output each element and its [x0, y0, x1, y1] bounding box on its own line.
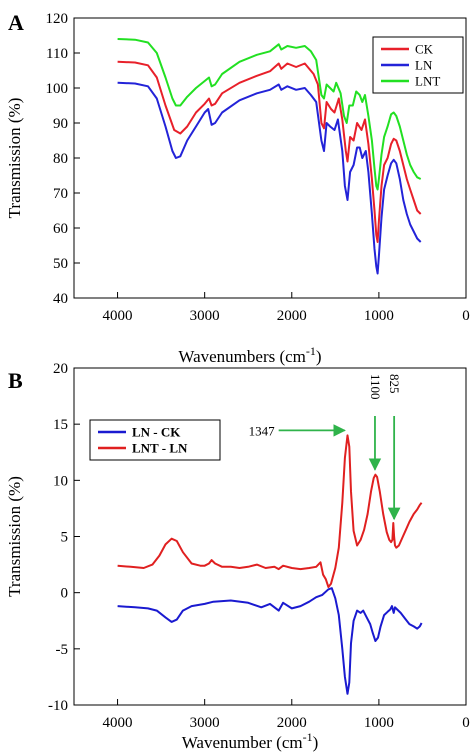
x-axis-title-b-end: ) [313, 733, 319, 752]
annotation-label-1347: 1347 [249, 423, 276, 438]
x-tick-label-a-3: 1000 [364, 308, 394, 324]
y-axis-a: 40 50 60 70 80 90 100 110 120 [46, 11, 80, 307]
x-axis-title-b: Wavenumber (cm-1) [182, 730, 319, 752]
x-tick-label-a-2: 2000 [277, 308, 307, 324]
series-group-b [117, 434, 423, 695]
x-axis-title-a-end: ) [316, 347, 322, 366]
y-tick-label-b-2: 0 [61, 586, 69, 602]
series-line-a-ln [117, 81, 422, 275]
y-tick-label-b-5: 15 [53, 417, 68, 433]
x-tick-label-b-2: 2000 [277, 715, 307, 731]
annotation-label-825: 825 [387, 374, 402, 394]
x-axis-a: 4000 3000 2000 1000 0 [103, 292, 470, 324]
y-tick-label-b-3: 5 [61, 530, 69, 546]
legend-box-b [89, 419, 221, 461]
legend-label-b-0: LN - CK [132, 425, 181, 440]
legend-label-b-1: LNT - LN [132, 441, 188, 456]
x-axis-title-a: Wavenumbers (cm-1) [178, 344, 321, 366]
y-tick-label-a-3: 70 [53, 186, 68, 202]
y-tick-label-b-0: -10 [48, 698, 68, 714]
y-axis-b: -10 -5 0 5 10 15 20 [48, 361, 80, 714]
x-axis-title-a-main: Wavenumbers (cm [178, 347, 306, 366]
x-axis-title-b-main: Wavenumber (cm [182, 733, 303, 752]
y-axis-title-b: Transmission (%) [5, 476, 24, 597]
annotations-b: 1347 1100 825 [249, 374, 402, 521]
y-tick-label-b-6: 20 [53, 361, 68, 377]
legend-label-a-2: LNT [415, 74, 440, 89]
y-tick-label-a-4: 80 [53, 151, 68, 167]
x-tick-label-a-4: 0 [462, 308, 470, 324]
x-tick-label-b-1: 3000 [190, 715, 220, 731]
panel-b: B -10 -5 0 5 10 15 20 4000 3000 2000 1000 0 1347 11… [5, 361, 470, 752]
x-axis-title-b-sup: -1 [303, 730, 313, 744]
x-tick-label-b-0: 4000 [103, 715, 133, 731]
legend-label-a-1: LN [415, 58, 433, 73]
legend-label-a-0: CK [415, 42, 434, 57]
y-tick-label-b-4: 10 [53, 473, 68, 489]
series-group-a [117, 38, 422, 275]
panel-a: A 40 50 60 70 80 90 100 110 120 4000 3000 2000 1000… [5, 10, 470, 366]
y-tick-label-a-6: 100 [46, 81, 69, 97]
x-axis-b: 4000 3000 2000 1000 0 [103, 699, 470, 731]
panel-letter-a: A [8, 10, 24, 35]
x-axis-title-a-sup: -1 [306, 344, 316, 358]
x-tick-label-a-1: 3000 [190, 308, 220, 324]
series-line-b-lnt-ln [117, 434, 423, 588]
series-line-b-ln-ck [117, 587, 423, 695]
y-tick-label-a-2: 60 [53, 221, 68, 237]
series-line-a-lnt [117, 38, 422, 191]
y-tick-label-a-0: 40 [53, 291, 68, 307]
x-tick-label-b-4: 0 [462, 715, 470, 731]
annotation-label-1100: 1100 [368, 374, 383, 400]
y-tick-label-a-1: 50 [53, 256, 68, 272]
x-tick-label-a-0: 4000 [103, 308, 133, 324]
y-axis-title-a: Transmission (%) [5, 98, 24, 219]
y-tick-label-a-7: 110 [46, 46, 68, 62]
x-tick-label-b-3: 1000 [364, 715, 394, 731]
panel-letter-b: B [8, 368, 23, 393]
y-tick-label-a-8: 120 [46, 11, 69, 27]
series-line-a-ck [117, 60, 422, 243]
plot-frame-b [73, 367, 467, 706]
y-tick-label-a-5: 90 [53, 116, 68, 132]
y-tick-label-b-1: -5 [56, 642, 69, 658]
